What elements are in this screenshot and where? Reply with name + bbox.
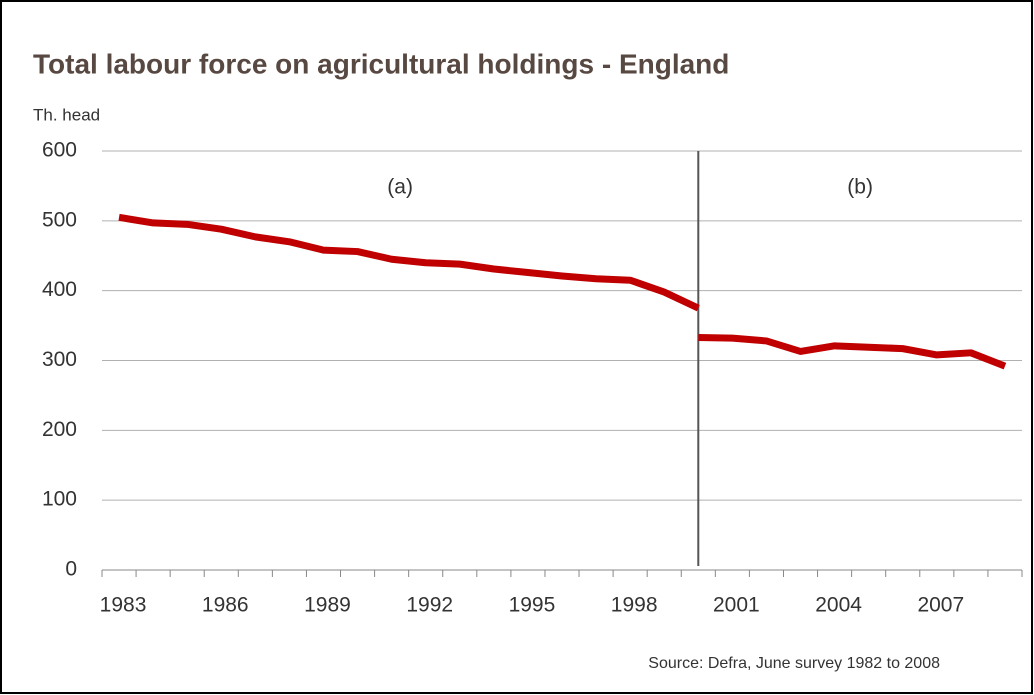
x-tick-label: 2004: [815, 594, 862, 617]
series-line: [698, 333, 1007, 370]
y-tick-label: 300: [42, 348, 77, 371]
series-label: (a): [387, 176, 413, 199]
y-tick-label: 400: [42, 278, 77, 301]
x-tick-label: 1983: [100, 594, 147, 617]
series-label: (b): [847, 176, 873, 199]
x-tick-label: 1998: [611, 594, 658, 617]
y-tick-label: 500: [42, 208, 77, 231]
y-tick-label: 200: [42, 418, 77, 441]
y-tick-label: 600: [42, 139, 77, 162]
series-line: [118, 213, 700, 312]
x-tick-label: 2007: [917, 594, 964, 617]
x-tick-label: 1989: [304, 594, 351, 617]
y-axis-label: Th. head: [33, 105, 100, 124]
x-tick-label: 1986: [202, 594, 249, 617]
y-tick-label: 100: [42, 488, 77, 511]
source: Source: Defra, June survey 1982 to 2008: [648, 655, 940, 672]
x-tick-label: 1995: [509, 594, 556, 617]
x-tick-label: 1992: [406, 594, 453, 617]
y-tick-label: 0: [65, 558, 77, 581]
chart-title: Total labour force on agricultural holdi…: [33, 48, 729, 79]
x-tick-label: 2001: [713, 594, 760, 617]
